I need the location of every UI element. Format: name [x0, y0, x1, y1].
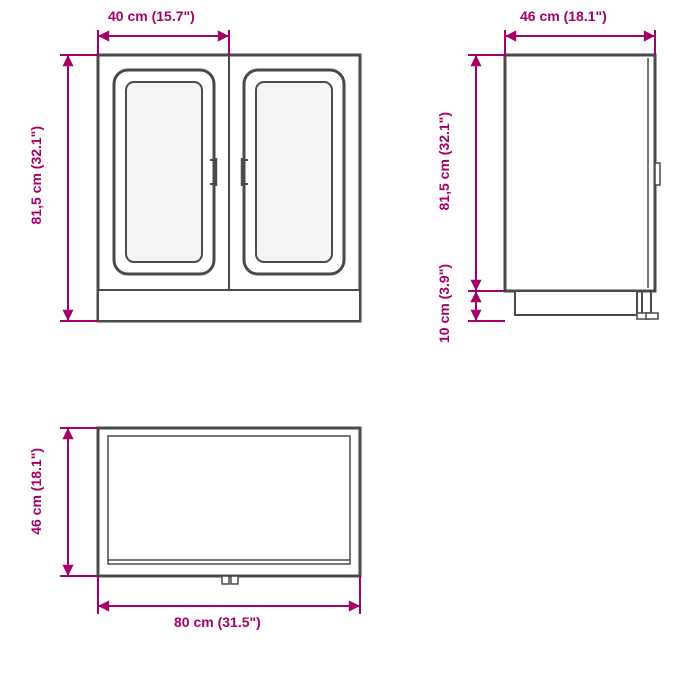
top-view	[98, 428, 360, 584]
label-side-height: 81,5 cm (32.1")	[436, 112, 452, 210]
dimension-diagram	[0, 0, 700, 700]
dim-front-door-width	[98, 30, 229, 55]
dim-side-base	[468, 291, 505, 321]
dim-front-height	[60, 55, 98, 321]
label-front-door-width: 40 cm (15.7")	[108, 8, 195, 24]
label-side-width: 46 cm (18.1")	[520, 8, 607, 24]
dim-side-height	[468, 55, 505, 291]
dim-top-depth	[60, 428, 98, 576]
front-view	[98, 55, 360, 321]
label-top-depth: 46 cm (18.1")	[28, 448, 44, 535]
dim-side-width	[505, 30, 655, 55]
side-view	[505, 55, 660, 319]
foot-icon	[646, 291, 658, 319]
label-front-height: 81,5 cm (32.1")	[28, 126, 44, 224]
label-top-width: 80 cm (31.5")	[174, 614, 261, 630]
label-side-base: 10 cm (3.9")	[436, 264, 452, 343]
